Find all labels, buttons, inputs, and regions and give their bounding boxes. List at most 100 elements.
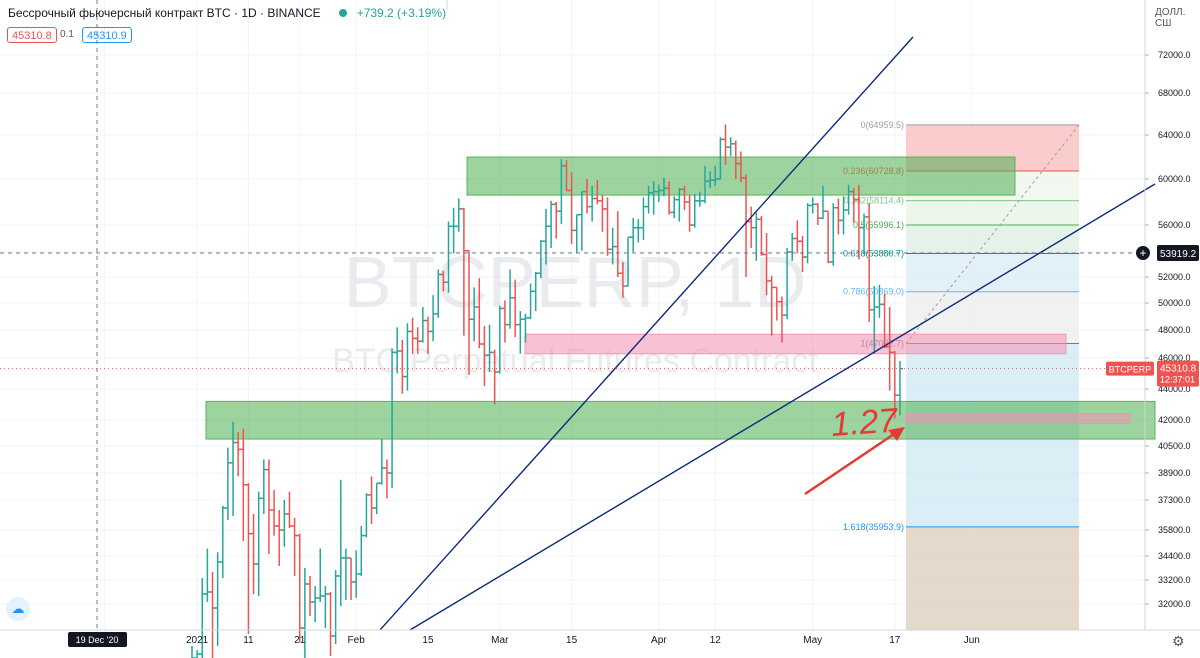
price-tick-label: 33200.0 bbox=[1158, 575, 1191, 585]
ohlc-bar bbox=[337, 479, 344, 606]
time-tick-label: Jun bbox=[964, 635, 980, 646]
ohlc-bar bbox=[291, 518, 298, 576]
currency-label[interactable]: ДОЛЛ. СШ bbox=[1155, 7, 1186, 29]
price-tick-label: 37300.0 bbox=[1158, 495, 1191, 505]
ohlc-bar bbox=[214, 552, 221, 646]
ohlc-bar bbox=[348, 557, 355, 600]
ohlc-bar bbox=[271, 489, 278, 536]
price-tick-label: 44000.0 bbox=[1158, 384, 1191, 394]
ohlc-bar bbox=[825, 210, 832, 264]
ohlc-bar bbox=[286, 491, 293, 528]
price-tick-label: 72000.0 bbox=[1158, 50, 1191, 60]
ohlc-bar bbox=[224, 447, 231, 520]
price-tick-label: 52000.0 bbox=[1158, 272, 1191, 282]
price-tick-label: 50000.0 bbox=[1158, 298, 1191, 308]
last-price-label: 45310.8 bbox=[1160, 364, 1197, 375]
zone-pink-zone-2[interactable] bbox=[905, 413, 1131, 424]
ohlc-bar bbox=[640, 197, 647, 240]
tradingview-logo-icon[interactable]: ☁ bbox=[6, 597, 30, 621]
price-tick-label: 64000.0 bbox=[1158, 130, 1191, 140]
market-status-icon bbox=[338, 9, 347, 17]
ohlc-bar bbox=[358, 526, 365, 576]
fib-band bbox=[906, 200, 1079, 226]
ohlc-bar bbox=[204, 548, 211, 602]
crosshair-price-label: 53919.2 bbox=[1160, 249, 1197, 260]
ohlc-bar bbox=[455, 198, 462, 232]
price-tick-label: 35800.0 bbox=[1158, 525, 1191, 535]
trend-line-steep[interactable] bbox=[379, 36, 914, 631]
trend-line-shallow[interactable] bbox=[409, 183, 1156, 631]
add-alert-icon[interactable] bbox=[1136, 246, 1150, 261]
fib-level-label: 0.786(50869.0) bbox=[843, 287, 904, 297]
ohlc-bar bbox=[686, 195, 693, 232]
price-tick-label: 32000.0 bbox=[1158, 599, 1191, 609]
time-tick-label: Feb bbox=[348, 635, 366, 646]
ohlc-bar bbox=[373, 482, 380, 514]
ohlc-bar bbox=[219, 506, 226, 578]
time-tick-label: Mar bbox=[491, 635, 509, 646]
time-tick-label: 15 bbox=[566, 635, 578, 646]
last-price-box bbox=[1157, 360, 1199, 387]
ohlc-bar bbox=[748, 206, 755, 248]
fib-band-extension bbox=[906, 526, 1079, 630]
countdown-label: 12:37:01 bbox=[1160, 375, 1195, 385]
ohlc-bar bbox=[265, 459, 272, 555]
ohlc-bar bbox=[727, 137, 734, 156]
price-tick-label: 48000.0 bbox=[1158, 325, 1191, 335]
settings-gear-icon[interactable]: ⚙ bbox=[1172, 633, 1185, 649]
ohlc-bar bbox=[691, 193, 698, 228]
price-tick-label: 60000.0 bbox=[1158, 174, 1191, 184]
symbol-title[interactable]: Бессрочный фьючерсный контракт BTC · 1D … bbox=[8, 6, 321, 20]
zone-pink-zone-1[interactable] bbox=[524, 333, 1067, 355]
fib-level-label: 1.618(35953.9) bbox=[843, 522, 904, 532]
ohlc-bar bbox=[250, 514, 257, 594]
watermark-symbol: BTCPERP, 1D bbox=[344, 243, 807, 323]
ohlc-bar bbox=[830, 203, 837, 266]
price-tick-label: 38900.0 bbox=[1158, 468, 1191, 478]
crosshair-price-box bbox=[1157, 245, 1199, 262]
fib-level-label: 0.5(55996.1) bbox=[853, 220, 904, 230]
plus-icon[interactable]: + bbox=[1139, 246, 1146, 260]
ohlc-bar bbox=[599, 195, 606, 232]
fib-band bbox=[906, 225, 1079, 254]
annotation-arrow-head bbox=[888, 427, 905, 441]
ohlc-bar bbox=[383, 459, 390, 499]
chart-header: Бессрочный фьючерсный контракт BTC · 1D … bbox=[8, 6, 446, 20]
ohlc-bar bbox=[553, 202, 560, 239]
price-tick-label: 46000.0 bbox=[1158, 353, 1191, 363]
ohlc-bar bbox=[194, 650, 201, 658]
fib-level-label: 0(64959.5) bbox=[860, 120, 904, 130]
price-tick-label: 34400.0 bbox=[1158, 551, 1191, 561]
time-tick-label: May bbox=[803, 635, 822, 646]
ohlc-bar bbox=[332, 570, 339, 644]
symbol-tag-box bbox=[1106, 361, 1154, 376]
price-tick-label: 68000.0 bbox=[1158, 88, 1191, 98]
time-tick-label: 21 bbox=[294, 635, 306, 646]
crosshair-date-label: 19 Dec '20 bbox=[76, 635, 119, 645]
trend-lines bbox=[0, 0, 1156, 631]
ohlc-bar bbox=[245, 483, 252, 634]
crosshair-date-box bbox=[68, 632, 127, 647]
ohlc-bar bbox=[548, 200, 555, 248]
ohlc-bar bbox=[260, 459, 267, 514]
fib-level-label: 0.382(58114.4) bbox=[844, 196, 904, 206]
buy-price-button[interactable]: 45310.9 bbox=[82, 27, 132, 43]
ohlc-bar bbox=[578, 190, 585, 251]
ohlc-bar bbox=[199, 578, 206, 658]
annotation-layer: 1.27 bbox=[804, 401, 905, 496]
ohlc-bar bbox=[327, 592, 334, 656]
ohlc-bar bbox=[317, 548, 324, 602]
ohlc-bar bbox=[671, 196, 678, 219]
price-change: +739.2 (+3.19%) bbox=[356, 6, 447, 20]
time-tick-label: 15 bbox=[422, 635, 434, 646]
time-tick-label: 2021 bbox=[186, 635, 209, 646]
time-tick-label: 12 bbox=[710, 635, 722, 646]
ohlc-bar bbox=[322, 586, 329, 628]
fib-band bbox=[906, 253, 1079, 292]
ohlc-series bbox=[191, 124, 903, 658]
ohlc-bar bbox=[281, 500, 288, 547]
sell-price-button[interactable]: 45310.8 bbox=[7, 27, 57, 43]
ohlc-bar bbox=[276, 510, 283, 566]
